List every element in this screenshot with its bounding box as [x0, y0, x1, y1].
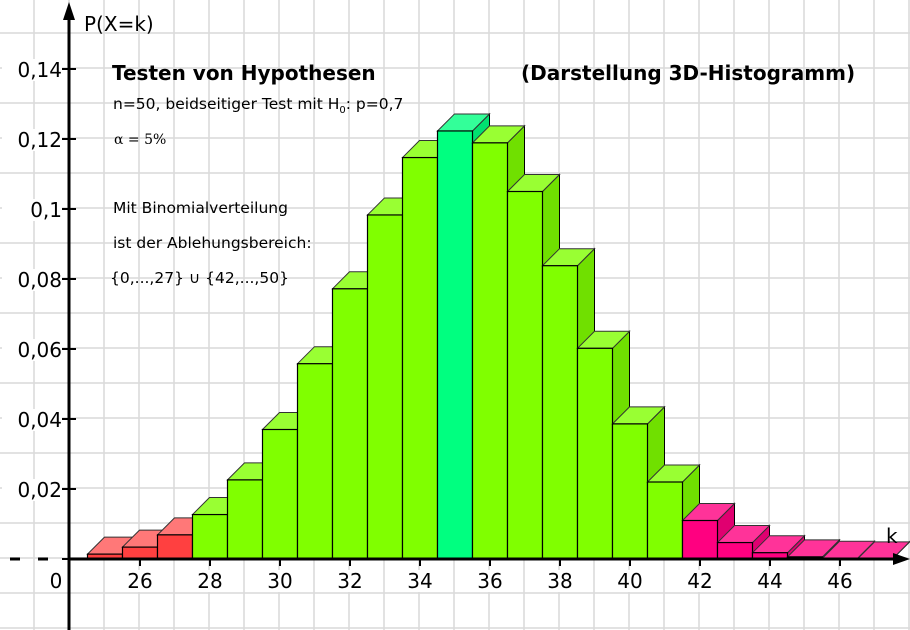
test-parameters-subscript: 0	[339, 105, 346, 117]
bar-front-face-k37	[506, 190, 544, 560]
bar-front-face-k30	[261, 428, 299, 560]
y-axis-label: P(X=k)	[84, 12, 154, 36]
bar-front-face-k33	[366, 214, 404, 560]
x-axis-arrow-icon	[893, 553, 910, 565]
x-tick-label: 26	[120, 570, 160, 592]
bar-front-face-k34	[401, 156, 439, 560]
note-line-2: ist der Ablehungsbereich:	[113, 234, 312, 252]
bar-front-face-k42	[681, 519, 719, 560]
bar-front-face-k31	[296, 363, 334, 560]
bar-front-face-k39	[576, 347, 614, 560]
test-parameters: n=50, beidseitiger Test mit H0: p=0,7	[113, 95, 403, 116]
bar-front-face-k28	[191, 513, 229, 560]
x-tick-label: 40	[610, 570, 650, 592]
bar-front-face-k41	[646, 481, 684, 560]
x-tick-label: 32	[330, 570, 370, 592]
bar-front-face-k27	[156, 534, 194, 560]
x-tick-label: 30	[260, 570, 300, 592]
x-tick-label: 36	[470, 570, 510, 592]
chart-subtitle: (Darstellung 3D-Histogramm)	[521, 61, 856, 85]
y-tick-label: 0,04	[2, 409, 62, 431]
y-tick-label: 0,08	[2, 269, 62, 291]
x-tick-label: 34	[400, 570, 440, 592]
bar-front-face-k26	[121, 546, 159, 560]
bar-front-face-k35	[436, 130, 474, 560]
test-parameters-prefix: n=50, beidseitiger Test mit H	[113, 95, 340, 113]
note-line-1: Mit Binomialverteilung	[113, 199, 288, 217]
bar-front-face-k32	[331, 288, 369, 560]
x-tick-label: 42	[680, 570, 720, 592]
y-tick-label: 0,02	[2, 479, 62, 501]
x-tick-label: 28	[190, 570, 230, 592]
y-tick-label: 0,1	[2, 199, 62, 221]
x-tick-label: 44	[750, 570, 790, 592]
x-tick-label: 38	[540, 570, 580, 592]
y-tick-label: 0,12	[2, 129, 62, 151]
bar-front-face-k29	[226, 479, 264, 560]
test-parameters-suffix: : p=0,7	[345, 95, 404, 113]
significance-level: α = 5%	[114, 132, 167, 148]
y-tick-label: 0,14	[2, 59, 62, 81]
chart-title: Testen von Hypothesen	[112, 61, 376, 85]
x-tick-label: 46	[820, 570, 860, 592]
origin-label: 0	[49, 569, 63, 593]
x-axis-label: k	[886, 524, 898, 548]
bar-front-face-k43	[716, 541, 754, 560]
bar-front-face-k40	[611, 423, 649, 560]
y-axis-arrow-icon	[63, 2, 75, 20]
bar-front-face-k36	[471, 142, 509, 560]
rejection-region: {0,...,27} ∪ {42,...,50}	[110, 269, 289, 287]
y-tick-label: 0,06	[2, 339, 62, 361]
bar-front-face-k38	[541, 265, 579, 560]
